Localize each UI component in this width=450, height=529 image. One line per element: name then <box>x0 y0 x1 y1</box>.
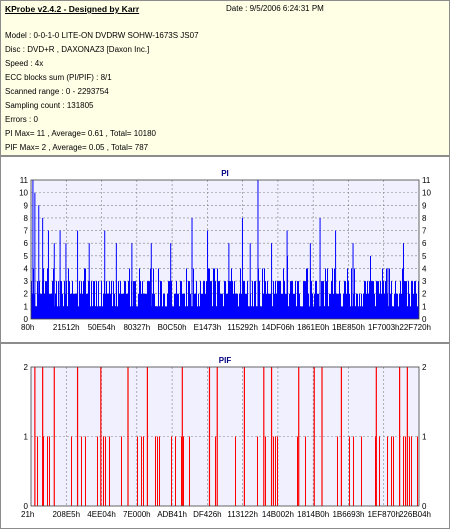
x-tick-label: 14B002h <box>262 510 294 519</box>
y-tick-label-left: 6 <box>24 239 29 248</box>
errors-line: Errors : 0 <box>5 115 38 124</box>
x-tick-label: 115292h <box>227 323 258 332</box>
plot-frame <box>30 179 420 320</box>
pif-chart: PIF 0 0 1 1 2 2 21h 208E5h 4EE04h 7E000h ADB41h DF42… <box>21 356 431 519</box>
y-tick-label-left: 0 <box>24 315 29 324</box>
x-tick-label: 1814B0h <box>297 510 329 519</box>
x-tick-label: 1BE850h <box>332 323 365 332</box>
series-bars <box>31 180 419 319</box>
y-tick-label-right: 1 <box>422 302 427 311</box>
y-tick-label-left: 3 <box>24 277 29 286</box>
x-tick-label: 21512h <box>53 323 80 332</box>
x-tick-label: 21h <box>21 510 34 519</box>
speed-line: Speed : 4x <box>5 59 44 68</box>
y-tick-label-left: 10 <box>19 189 28 198</box>
plot-frame <box>30 366 420 507</box>
pif-chart-panel: PIF 0 0 1 1 2 2 21h 208E5h 4EE04h 7E000h ADB41h DF42… <box>0 343 450 529</box>
x-tick-label: 80h <box>21 323 34 332</box>
disc-line: Disc : DVD+R , DAXONAZ3 [Daxon Inc.] <box>5 45 150 54</box>
x-tick-label: 14DF06h <box>261 323 294 332</box>
y-tick-label-right: 0 <box>422 502 427 511</box>
x-tick-label: 80327h <box>123 323 150 332</box>
x-tick-label: 1F7003h <box>368 323 400 332</box>
y-tick-label-left: 11 <box>20 176 29 185</box>
y-tick-label-left: 1 <box>24 433 29 442</box>
pi-chart-panel: PI 0 0 1 1 2 2 3 3 4 4 5 5 6 6 7 7 8 8 9 9 10 10 11 11 80h 21512h 5… <box>0 156 450 343</box>
pif-summary-line: PIF Max= 2 , Average= 0.05 , Total= 787 <box>5 143 149 152</box>
series-bars <box>34 367 418 506</box>
x-tick-label: 1B6693h <box>332 510 364 519</box>
y-tick-label-left: 2 <box>24 363 29 372</box>
y-tick-label-right: 8 <box>422 214 427 223</box>
x-tick-label: B0C50h <box>158 323 187 332</box>
x-tick-label: 50E54h <box>88 323 116 332</box>
x-tick-label: 4EE04h <box>87 510 115 519</box>
x-tick-label: ADB41h <box>157 510 187 519</box>
y-tick-label-right: 5 <box>422 252 427 261</box>
chart-title: PIF <box>219 356 232 365</box>
y-tick-label-right: 0 <box>422 315 427 324</box>
y-tick-label-right: 11 <box>422 176 431 185</box>
range-line: Scanned range : 0 - 2293754 <box>5 87 109 96</box>
y-tick-label-left: 5 <box>24 252 29 261</box>
app-title: KProbe v2.4.2 - Designed by Karr <box>5 4 140 14</box>
x-tick-label: 208E5h <box>52 510 80 519</box>
x-tick-label: 113122h <box>227 510 258 519</box>
x-tick-label: E1473h <box>194 323 222 332</box>
ecc-line: ECC blocks sum (PI/PIF) : 8/1 <box>5 73 112 82</box>
y-tick-label-right: 3 <box>422 277 427 286</box>
sampling-line: Sampling count : 131805 <box>5 101 94 110</box>
y-tick-label-right: 6 <box>422 239 427 248</box>
chart-title: PI <box>221 169 229 178</box>
x-tick-label: DF426h <box>193 510 221 519</box>
y-tick-label-left: 7 <box>24 227 29 236</box>
y-tick-label-right: 2 <box>422 363 427 372</box>
x-tick-label: 1EF870h <box>367 510 399 519</box>
y-tick-label-left: 4 <box>24 264 29 273</box>
y-tick-label-left: 2 <box>24 290 29 299</box>
y-tick-label-left: 0 <box>24 502 29 511</box>
pi-summary-line: PI Max= 11 , Average= 0.61 , Total= 1018… <box>5 129 156 138</box>
x-tick-label: 22F720h <box>399 323 431 332</box>
y-tick-label-right: 10 <box>422 189 431 198</box>
y-tick-label-left: 8 <box>24 214 29 223</box>
y-tick-label-right: 2 <box>422 290 427 299</box>
y-tick-label-right: 7 <box>422 227 427 236</box>
scan-info-panel: KProbe v2.4.2 - Designed by Karr Date : … <box>0 0 450 156</box>
model-line: Model : 0-0-1-0 LITE-ON DVDRW SOHW-1673S… <box>5 31 199 40</box>
y-tick-label-left: 9 <box>24 201 29 210</box>
x-tick-label: 226B04h <box>399 510 431 519</box>
y-tick-label-left: 1 <box>24 302 29 311</box>
y-tick-label-right: 9 <box>422 201 427 210</box>
x-tick-label: 7E000h <box>123 510 151 519</box>
scan-date: Date : 9/5/2006 6:24:31 PM <box>226 4 324 13</box>
y-tick-label-right: 1 <box>422 433 427 442</box>
y-tick-label-right: 4 <box>422 264 427 273</box>
x-tick-label: 1861E0h <box>297 323 329 332</box>
